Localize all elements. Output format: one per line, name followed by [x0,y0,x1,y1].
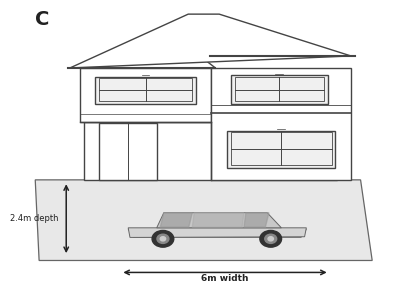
Circle shape [265,234,277,243]
Circle shape [160,237,166,241]
Bar [212,68,351,180]
Text: 2.4m depth: 2.4m depth [10,214,58,223]
Circle shape [157,234,169,243]
Polygon shape [128,229,306,237]
Bar [84,122,337,180]
Polygon shape [128,228,306,237]
Polygon shape [244,213,269,227]
Bar [235,77,324,101]
Polygon shape [72,53,215,68]
Polygon shape [70,14,351,68]
Polygon shape [192,213,244,227]
Bar [80,68,212,122]
Circle shape [268,237,274,241]
Polygon shape [160,213,192,227]
Text: C: C [35,10,50,29]
Bar [95,77,196,104]
Polygon shape [157,213,282,228]
Text: 6m width: 6m width [201,274,249,283]
Polygon shape [35,180,372,260]
Bar [231,132,332,165]
Bar [99,78,192,101]
Circle shape [152,230,174,247]
Bar [99,123,157,180]
Bar [227,130,335,168]
Bar [231,75,328,104]
Circle shape [260,230,282,247]
